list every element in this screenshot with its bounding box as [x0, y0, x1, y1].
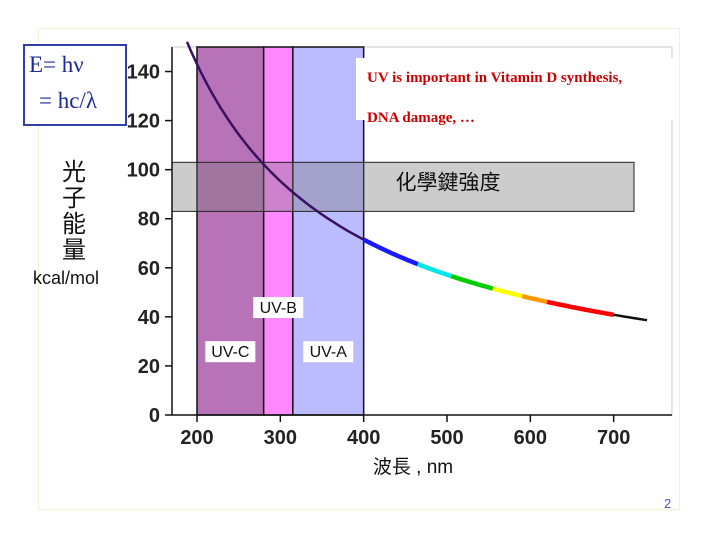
energy-curve-visible-4	[521, 293, 548, 305]
x-tick-label: 300	[264, 427, 297, 449]
page-number: 2	[664, 496, 672, 511]
band-label-uv-c: UV-C	[211, 344, 249, 361]
energy-curve-visible-3	[492, 286, 523, 299]
x-tick-label: 700	[597, 427, 630, 449]
energy-curve-ir	[613, 313, 648, 322]
slide-frame	[38, 28, 680, 510]
x-axis-label: 波長 , nm	[373, 456, 453, 478]
energy-curve-visible-1	[416, 262, 452, 279]
y-tick-label: 20	[138, 356, 160, 378]
x-tick-label: 500	[430, 427, 463, 449]
y-tick-label: 0	[149, 405, 160, 427]
energy-curve-visible-2	[450, 273, 494, 291]
formula-box: E= hν = hc/λ	[23, 44, 127, 126]
band-label-uv-a: UV-A	[310, 344, 348, 361]
band-label-uv-b: UV-B	[260, 300, 297, 317]
y-tick-label: 60	[138, 258, 160, 280]
x-tick-label: 600	[514, 427, 547, 449]
y-axis-unit: kcal/mol	[33, 268, 100, 288]
y-tick-label: 80	[138, 209, 160, 231]
y-tick-label: 140	[127, 62, 160, 84]
energy-curve-visible-0	[362, 237, 419, 267]
energy-curve-uv	[185, 41, 365, 241]
bond-energy-label: 化學鍵強度	[396, 171, 501, 194]
formula-line-2: = hc/λ	[39, 88, 97, 113]
y-tick-label: 120	[127, 111, 160, 133]
energy-curve-visible-5	[546, 299, 615, 318]
annotation-bg	[356, 58, 674, 120]
y-tick-label: 40	[138, 307, 160, 329]
y-axis-label: 光子能量	[62, 159, 86, 264]
x-tick-label: 400	[347, 427, 380, 449]
formula-line-1: E= hν	[29, 52, 84, 77]
y-tick-label: 100	[127, 160, 160, 182]
x-tick-label: 200	[180, 427, 213, 449]
annotation-dna-damage: DNA damage, …	[367, 110, 475, 126]
band-uv-b	[262, 46, 294, 416]
band-label-bg	[303, 341, 354, 363]
band-label-bg	[205, 341, 256, 363]
annotation-vitamin-d: UV is important in Vitamin D synthesis,	[367, 70, 622, 86]
band-label-bg	[253, 297, 304, 319]
